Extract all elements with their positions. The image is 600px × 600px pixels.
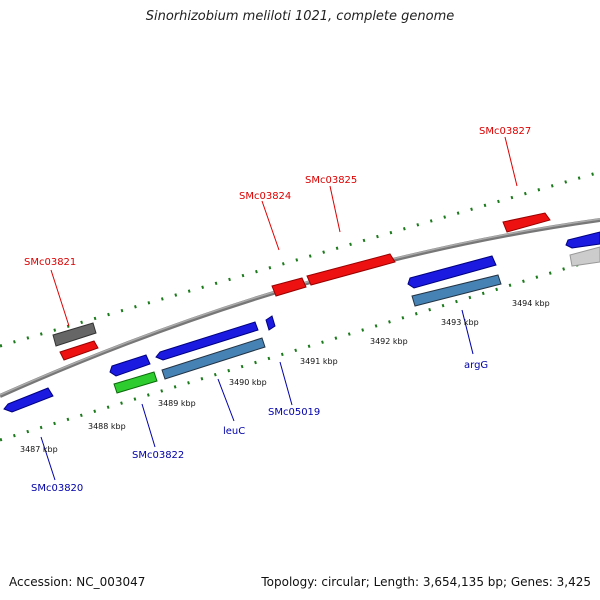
- gene-smc03822-blue[interactable]: [109, 354, 151, 377]
- reverse-genes: [3, 231, 600, 413]
- genome-summary-text: Topology: circular; Length: 3,654,135 bp…: [261, 575, 591, 589]
- forward-callouts: [50, 136, 518, 327]
- reverse-callouts: [40, 309, 474, 481]
- upper-ruler-dots: [0, 170, 600, 348]
- kbp-label-3488: 3488 kbp: [88, 422, 126, 431]
- kbp-label-3489: 3489 kbp: [158, 399, 196, 408]
- label-argg: argG: [464, 360, 488, 371]
- gene-smc03821[interactable]: [59, 340, 99, 361]
- label-smc05019: SMc05019: [268, 407, 320, 418]
- kbp-label-3487: 3487 kbp: [20, 445, 58, 454]
- gene-argg[interactable]: [411, 274, 502, 307]
- gene-light-grey[interactable]: [569, 246, 600, 267]
- gene-smc03820[interactable]: [3, 387, 54, 413]
- gene-smc03824[interactable]: [271, 277, 307, 297]
- accession-text: Accession: NC_003047: [9, 575, 146, 589]
- kbp-label-3491: 3491 kbp: [300, 357, 338, 366]
- map-title: Sinorhizobium meliloti 1021, complete ge…: [145, 9, 455, 24]
- forward-genes: [52, 212, 600, 361]
- gene-smc03827[interactable]: [502, 212, 551, 233]
- kbp-label-3492: 3492 kbp: [370, 337, 408, 346]
- gene-leuc[interactable]: [161, 337, 266, 380]
- gene-smc03822[interactable]: [113, 371, 158, 394]
- genome-backbone-highlight: [0, 218, 600, 396]
- genome-backbone: [0, 218, 600, 398]
- label-smc03827: SMc03827: [479, 126, 531, 137]
- label-smc03821: SMc03821: [24, 257, 76, 268]
- gene-blue-right[interactable]: [565, 231, 600, 249]
- kbp-label-3490: 3490 kbp: [229, 378, 267, 387]
- label-leuc: leuC: [223, 426, 245, 437]
- label-smc03824: SMc03824: [239, 191, 291, 202]
- kbp-label-3493: 3493 kbp: [441, 318, 479, 327]
- label-smc03822: SMc03822: [132, 450, 184, 461]
- label-smc03820: SMc03820: [31, 483, 83, 494]
- label-smc03825: SMc03825: [305, 175, 357, 186]
- gene-grey-block[interactable]: [52, 322, 97, 347]
- kbp-label-3494: 3494 kbp: [512, 299, 550, 308]
- gene-argg-blue[interactable]: [407, 255, 497, 289]
- gene-blue-mid[interactable]: [155, 321, 259, 361]
- gene-smc03825[interactable]: [306, 253, 396, 286]
- gene-smc05019[interactable]: [265, 315, 276, 331]
